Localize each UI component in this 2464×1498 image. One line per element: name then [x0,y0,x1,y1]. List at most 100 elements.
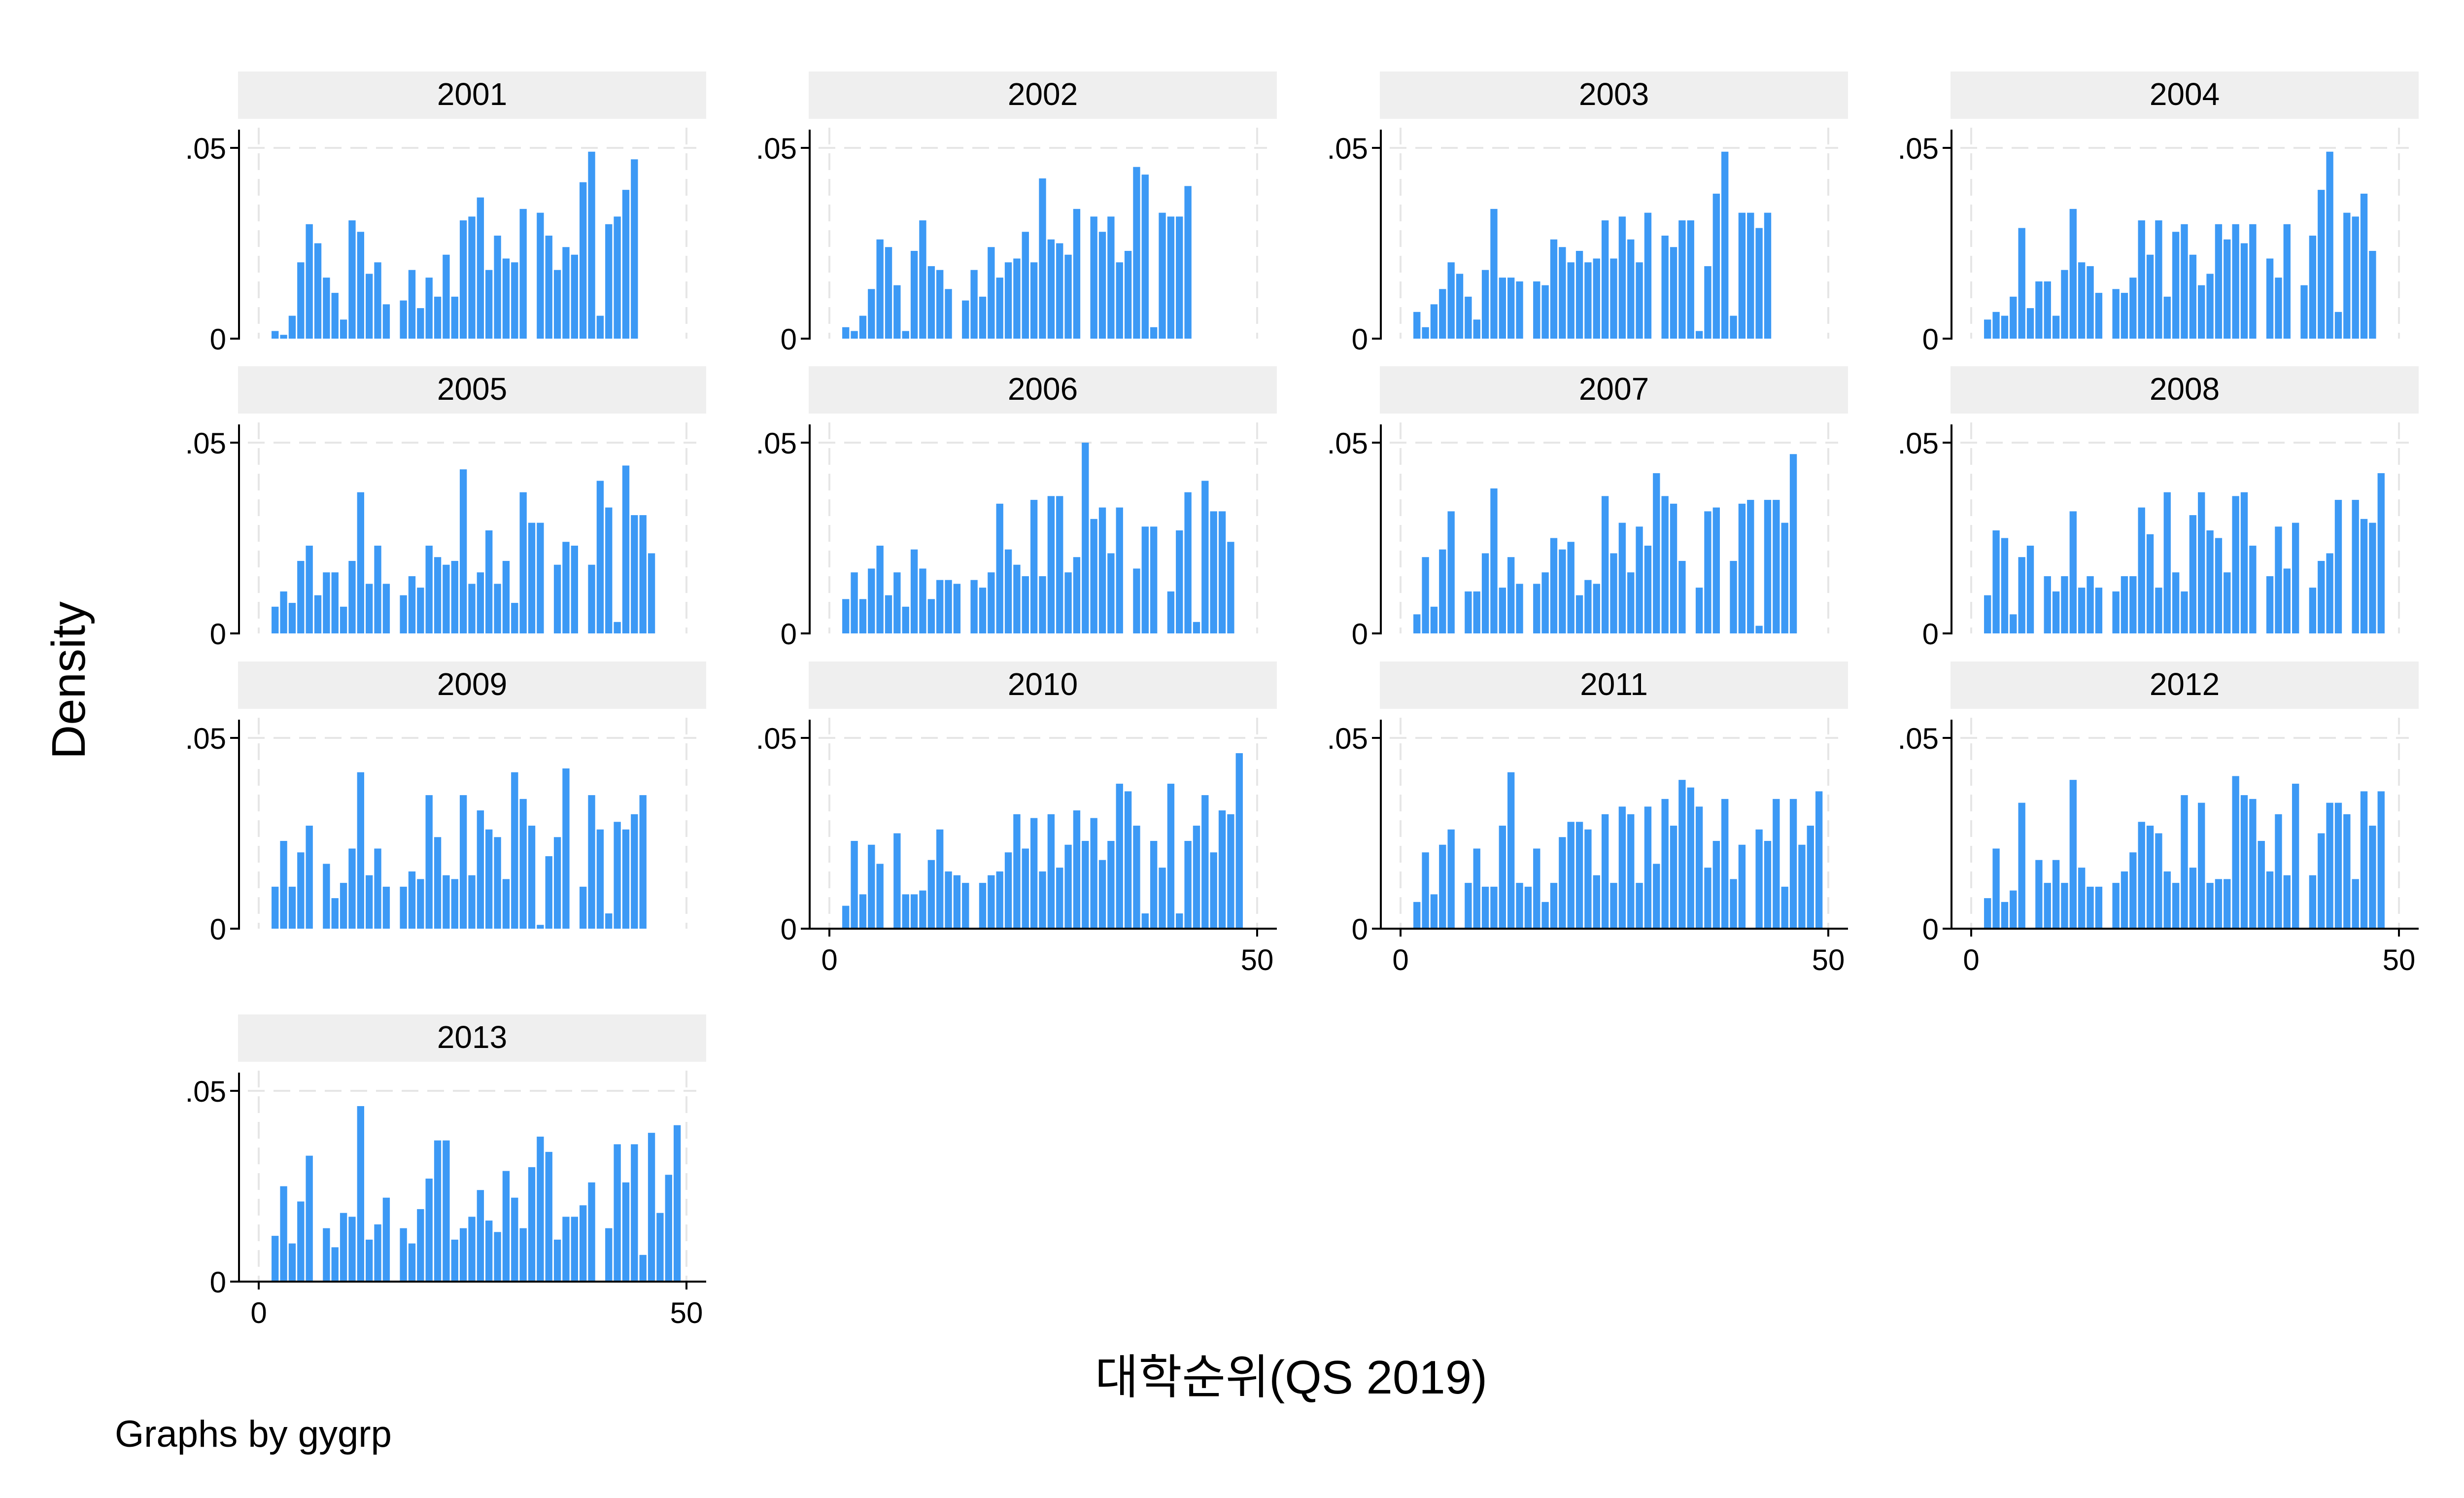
histogram-bar [2146,534,2154,633]
histogram-bar [1167,591,1175,633]
histogram-bar [1653,473,1660,633]
histogram-bar [2334,500,2342,633]
histogram-bar [2129,852,2137,929]
histogram-bar [2240,492,2248,633]
histogram-bar [1618,216,1626,339]
histogram-bar [1627,572,1635,633]
histogram-bar [348,848,356,929]
histogram-bar [2266,576,2274,633]
histogram-bar [545,856,552,929]
panel-title: 2002 [1008,76,1078,112]
panel-title: 2013 [437,1019,507,1055]
histogram-bar [2326,802,2333,929]
histogram-bar [1704,868,1711,929]
histogram-bar [1167,783,1175,929]
y-tick-label: .05 [1898,427,1939,460]
histogram-bar [2360,519,2368,633]
histogram-bar [1559,837,1566,929]
histogram-bar [2069,780,2077,929]
histogram-bar [2224,239,2231,339]
histogram-bar [443,564,450,633]
histogram-bar [382,304,390,339]
histogram-bar [2172,572,2180,633]
histogram-bar [1141,526,1149,633]
histogram-bar [2146,254,2154,339]
histogram-bar [2206,883,2214,929]
histogram-bar [1687,787,1694,929]
histogram-bar [596,829,604,929]
histogram-bar [2001,315,2009,339]
histogram-bar [306,545,313,633]
histogram-bar [1507,557,1515,633]
histogram-bar [1507,772,1515,929]
panel-2003: 2003 0 .05 [1327,71,1848,356]
histogram-bar [1218,810,1226,929]
histogram-bar [2334,802,2342,929]
histogram-bar [2369,250,2376,339]
histogram-bar [331,572,339,633]
histogram-bar [2181,591,2188,633]
histogram-bar [614,822,621,929]
histogram-bar [357,1106,364,1282]
histogram-bar [2121,576,2128,633]
histogram-bar [927,266,935,339]
histogram-bar [272,331,279,339]
histogram-bar [2240,243,2248,339]
y-tick-label: 0 [781,913,797,946]
histogram-bar [297,560,305,633]
y-tick-label: .05 [1898,722,1939,755]
histogram-bar [2172,232,2180,339]
histogram-bar [2018,228,2025,339]
histogram-bar [945,580,952,633]
panel-strip [1951,366,2419,414]
histogram-bar [2078,868,2086,929]
histogram-bar [1465,591,1472,633]
y-tick-label: .05 [1327,132,1368,165]
histogram-bar [2010,890,2017,929]
histogram-bar [288,603,296,633]
histogram-bar [1678,780,1686,929]
histogram-bar [2292,523,2299,633]
histogram-bar [417,879,424,929]
panel-title: 2010 [1008,666,1078,702]
histogram-bar [1781,523,1788,633]
x-axis-title: 대학순위(QS 2019) [1095,1351,1487,1404]
x-tick-label: 50 [2383,943,2416,976]
histogram-bar [1610,258,1617,339]
histogram-bar [1447,511,1455,633]
histogram-bar [1456,274,1464,339]
histogram-bar [1056,243,1063,339]
panel-strip [1380,366,1848,414]
histogram-bar [1661,496,1669,633]
histogram-bar [2377,473,2385,633]
y-tick-label: 0 [210,618,226,651]
histogram-bar [357,492,364,633]
histogram-bar [400,1228,407,1282]
histogram-bar [571,545,578,633]
panel-title: 2007 [1579,371,1649,407]
histogram-bar [2198,802,2205,929]
histogram-bar [1721,799,1729,929]
histogram-bar [562,768,570,929]
histogram-bar [2360,791,2368,929]
y-tick-label: 0 [210,323,226,356]
histogram-bar [2044,576,2051,633]
histogram-bar [288,315,296,339]
histogram-bar [2309,236,2317,339]
histogram-bar [459,220,467,339]
histogram-bar [272,886,279,929]
histogram-bar [1575,822,1583,929]
histogram-bar [1022,576,1029,633]
histogram-bar [2121,871,2128,929]
histogram-bar [434,1140,442,1282]
histogram-bar [2078,262,2086,339]
histogram-bar [2318,560,2325,633]
y-tick-label: 0 [210,913,226,946]
histogram-bar [2283,224,2291,339]
histogram-bar [280,1186,287,1282]
histogram-bar [323,572,330,633]
histogram-bar [2206,530,2214,633]
histogram-bar [2035,281,2043,339]
histogram-bar [400,595,407,633]
histogram-bar [494,1232,501,1282]
